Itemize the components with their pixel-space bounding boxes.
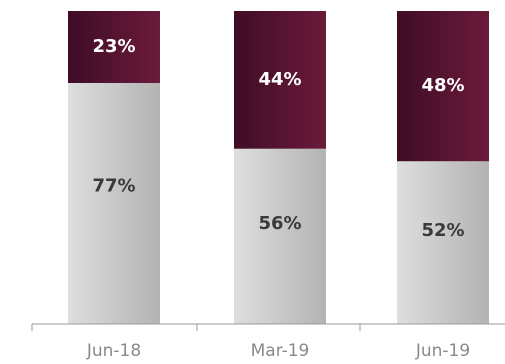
data-label-share-a-2: 56% — [258, 213, 301, 234]
data-label-share-a-3: 52% — [421, 220, 464, 241]
x-tick-label-1: Jun-18 — [86, 341, 141, 361]
bar-share-b-3 — [397, 11, 489, 162]
bar-share-a-1 — [68, 82, 160, 325]
bar-share-b-2 — [234, 11, 326, 149]
x-axis: Jun-18 Mar-19 Jun-19 — [31, 323, 505, 361]
x-tick-label-3: Jun-19 — [415, 341, 470, 361]
data-label-share-a-1: 77% — [92, 176, 135, 197]
data-label-share-b-1: 23% — [92, 36, 135, 57]
x-tick-label-2: Mar-19 — [251, 341, 310, 361]
data-label-share-b-2: 44% — [258, 69, 301, 90]
bar-share-a-2 — [234, 148, 326, 324]
bars-group: 77% 23% 56% 44% 52% 48% — [68, 11, 489, 325]
data-label-share-b-3: 48% — [421, 75, 464, 96]
bar-share-a-3 — [397, 161, 489, 324]
bar-share-b-1 — [68, 11, 160, 83]
